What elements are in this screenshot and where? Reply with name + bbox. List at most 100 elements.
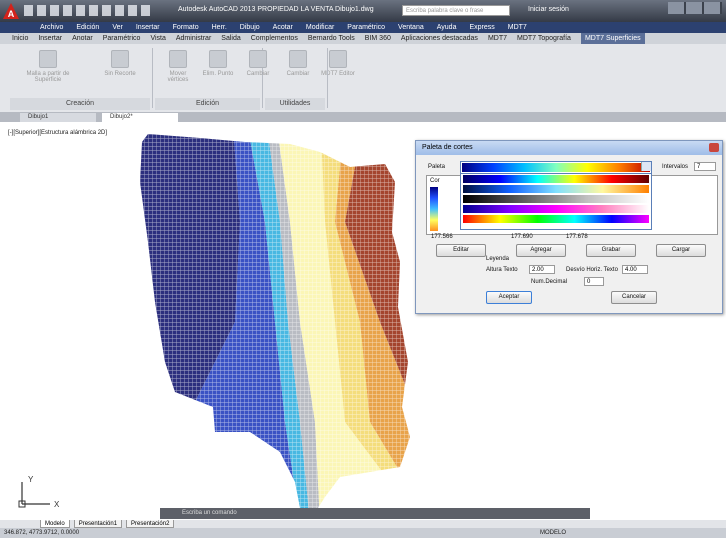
decimals-select[interactable]: 0 (584, 277, 604, 286)
menu-item[interactable]: Express (469, 24, 495, 31)
panel-label: Utilidades (265, 98, 325, 110)
ribbon-tabs: Inicio Insertar Anotar Paramétrico Vista Admi… (0, 33, 726, 44)
file-tab[interactable]: Dibujo2* (102, 113, 178, 122)
tool-label: Sin Recorte (104, 71, 136, 77)
tool-icon (209, 50, 227, 68)
menu-item[interactable]: Ver (112, 24, 123, 31)
text-height-label: Altura Texto (486, 267, 518, 273)
layout-tab[interactable]: Presentación1 (73, 520, 123, 528)
dialog-button[interactable]: Editar (436, 244, 486, 257)
tool-icon (111, 50, 129, 68)
ribbon-tab[interactable]: Paramétrico (102, 35, 141, 42)
tool-label: Malla a partir de Superficie (26, 71, 70, 83)
sign-in[interactable]: Iniciar sesión (528, 6, 569, 13)
list-header: Cor (430, 178, 440, 184)
panel-label: Edición (155, 98, 260, 110)
app-logo[interactable]: A (2, 2, 20, 20)
decimals-label: Num.Decimal (531, 279, 568, 285)
window-controls[interactable] (668, 2, 722, 14)
tool-icon (249, 50, 267, 68)
menu-item[interactable]: Acotar (272, 24, 293, 31)
coordinates: 346.872, 4773.9712, 0.0000 (4, 530, 80, 536)
ribbon-tab[interactable]: Insertar (38, 35, 63, 42)
ribbon-tab[interactable]: MDT7 (487, 35, 507, 42)
ribbon-tab[interactable]: Bernardo Tools (307, 35, 355, 42)
cancel-button[interactable]: Cancelar (611, 291, 657, 304)
search-box[interactable]: Escriba palabra clave o frase (402, 5, 510, 16)
ribbon-tool[interactable]: Mover vértices (159, 50, 197, 83)
ribbon-tool[interactable]: Malla a partir de Superficie (14, 50, 82, 83)
ucs-y: Y (28, 475, 34, 484)
ribbon-tab[interactable]: BIM 360 (364, 35, 391, 42)
ribbon-tab[interactable]: Complementos (250, 35, 298, 42)
ribbon-tool[interactable]: Cambiar (279, 50, 317, 77)
ribbon-tab[interactable]: Inicio (12, 35, 29, 42)
menu-item[interactable]: MDT7 (507, 24, 527, 31)
ribbon-tool[interactable]: MDT7 Editor (319, 50, 357, 77)
model-mode[interactable]: MODELO (540, 530, 567, 536)
command-line[interactable]: Escriba un comando (160, 508, 590, 519)
intervals-label: Intervalos (662, 164, 689, 170)
tool-label: Elim. Punto (202, 71, 234, 77)
menu-item[interactable]: Formato (172, 24, 199, 31)
scale-label: 177.566 (431, 234, 453, 240)
ribbon-tab[interactable]: MDT7 Topografía (517, 35, 571, 42)
ribbon-tab[interactable]: Aplicaciones destacadas (400, 35, 478, 42)
menu-item[interactable]: Edición (76, 24, 100, 31)
close-button[interactable] (709, 143, 719, 152)
ribbon-panel: Creación Malla a partir de Superficie Sin … (0, 44, 726, 113)
palette-label: Paleta (428, 164, 446, 170)
ribbon-tab[interactable]: MDT7 Superficies (580, 33, 645, 44)
layout-tab[interactable]: Presentación2 (126, 520, 175, 528)
panel-separator (327, 48, 328, 108)
legend-title: Leyenda (486, 256, 510, 262)
dialog-button[interactable]: Cargar (656, 244, 706, 257)
status-bar: 346.872, 4773.9712, 0.0000 MODELO (0, 528, 726, 538)
scale-label: 177.678 (566, 234, 588, 240)
ok-button[interactable]: Aceptar (486, 291, 532, 304)
tool-icon (289, 50, 307, 68)
menu-item[interactable]: Paramétrico (347, 24, 386, 31)
menu-item[interactable]: Dibujo (239, 24, 260, 31)
layout-tab[interactable]: Modelo (40, 520, 70, 528)
file-tabs: Dibujo1 Dibujo2* (0, 112, 726, 122)
offset-label: Desvío Horiz. Texto (566, 267, 618, 273)
tool-icon (39, 50, 57, 68)
ribbon-tab[interactable]: Vista (150, 35, 166, 42)
viewport-label[interactable]: [-][Superior][Estructura alámbrica 2D] (8, 130, 107, 136)
text-height-input[interactable]: 2.00 (529, 265, 555, 274)
svg-text:A: A (8, 9, 15, 19)
ucs-x: X (54, 500, 60, 508)
layout-tabs: Modelo Presentación1 Presentación2 (0, 520, 726, 528)
dialog-title: Paleta de cortes (416, 141, 722, 155)
ribbon-tool[interactable]: Cambiar (239, 50, 277, 77)
ribbon-tab[interactable]: Anotar (72, 35, 93, 42)
menu-item[interactable]: Herr. (211, 24, 227, 31)
ribbon-tab[interactable]: Administrar (175, 35, 212, 42)
ribbon-tool[interactable]: Elim. Punto (199, 50, 237, 77)
mesh-grid (140, 134, 410, 508)
menu-bar: Archivo Edición Ver Insertar Formato Herr. Dib… (0, 22, 726, 33)
quick-access-toolbar[interactable] (24, 5, 154, 16)
menu-item[interactable]: Ayuda (436, 24, 457, 31)
menu-item[interactable]: Modificar (305, 24, 335, 31)
offset-input[interactable]: 4.00 (622, 265, 648, 274)
palette-arrow[interactable] (641, 162, 651, 171)
panel-separator (262, 48, 263, 108)
menu-item[interactable]: Ventana (398, 24, 424, 31)
palette-dialog: Paleta de cortes Paleta Intervalos 7 Cor… (415, 140, 723, 314)
menu-item[interactable]: Archivo (40, 24, 64, 31)
tool-label: MDT7 Editor (321, 71, 355, 77)
ribbon-tab[interactable]: Salida (221, 35, 241, 42)
drawing-area: [-][Superior][Estructura alámbrica 2D] Y… (8, 130, 410, 508)
ribbon-tool[interactable]: Sin Recorte (86, 50, 154, 77)
dialog-button[interactable]: Grabar (586, 244, 636, 257)
menu-item[interactable]: Insertar (135, 24, 160, 31)
intervals-select[interactable]: 7 (694, 162, 716, 171)
dialog-button[interactable]: Agregar (516, 244, 566, 257)
ucs-icon: Y X (18, 475, 60, 508)
file-tab[interactable]: Dibujo1 (20, 113, 96, 122)
scale-label: 177.690 (511, 234, 533, 240)
palette-dropdown[interactable] (460, 173, 652, 230)
